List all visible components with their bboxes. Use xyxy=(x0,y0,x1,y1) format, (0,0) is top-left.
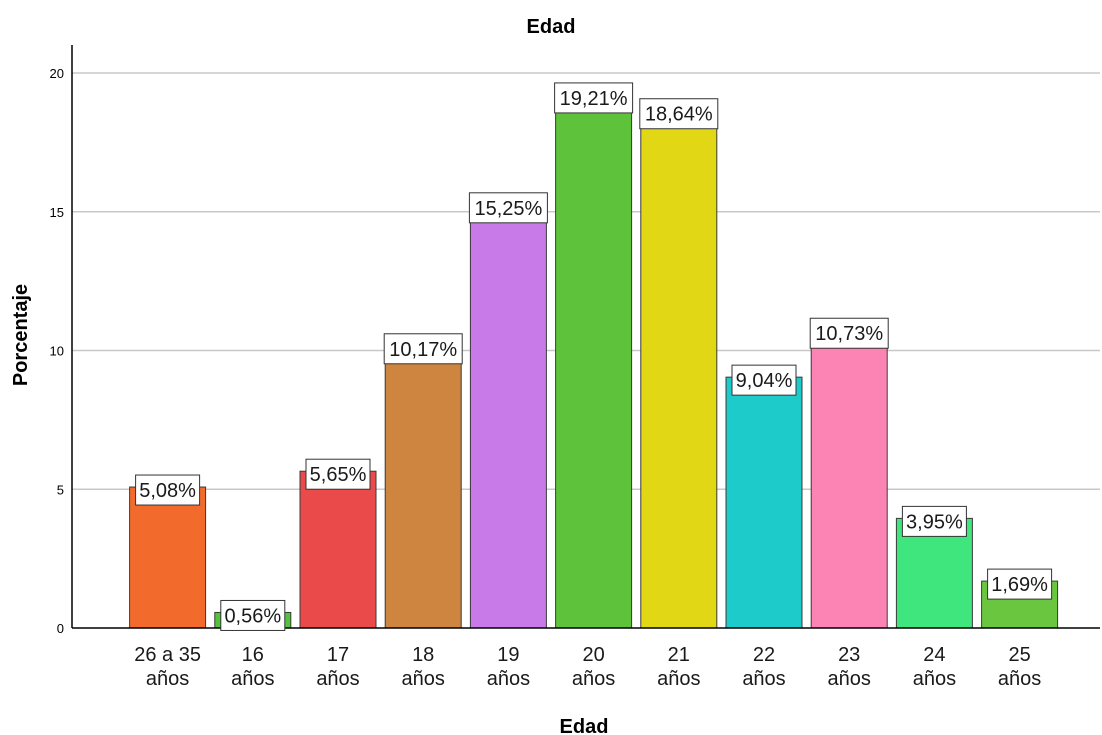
data-label: 19,21% xyxy=(554,82,634,114)
x-tick-label: 22 xyxy=(753,644,775,666)
x-tick-label: 24 xyxy=(923,644,945,666)
y-tick-label: 5 xyxy=(57,482,64,497)
data-label: 5,08% xyxy=(135,474,201,506)
y-tick-label: 15 xyxy=(50,205,64,220)
data-label-box xyxy=(383,333,463,365)
bar xyxy=(469,204,547,629)
x-tick-label: 20 xyxy=(582,644,604,666)
x-tick-label: 23 xyxy=(838,644,860,666)
data-label-text: 10,73% xyxy=(815,323,883,345)
data-label: 1,69% xyxy=(987,568,1053,600)
data-label-box xyxy=(554,82,634,114)
data-label-text: 3,95% xyxy=(906,511,963,533)
y-tick-label: 10 xyxy=(50,344,64,359)
bar xyxy=(384,345,462,629)
data-label: 5,65% xyxy=(305,458,371,490)
x-tick-label: años xyxy=(828,668,871,690)
bar xyxy=(810,329,888,629)
x-tick-label: 17 xyxy=(327,644,349,666)
x-tick-labels: 26 a 35años16años17años18años19años20año… xyxy=(134,644,1041,690)
data-label: 18,64% xyxy=(639,98,719,130)
x-tick-label: 21 xyxy=(668,644,690,666)
data-label-text: 19,21% xyxy=(560,88,628,110)
data-label: 15,25% xyxy=(468,192,548,224)
x-tick-label: 16 xyxy=(242,644,264,666)
x-tick-label: años xyxy=(316,668,359,690)
y-tick-label: 0 xyxy=(57,621,64,636)
x-tick-label: 19 xyxy=(497,644,519,666)
data-label-box xyxy=(220,599,286,631)
data-label-text: 0,56% xyxy=(224,605,281,627)
data-label-text: 18,64% xyxy=(645,104,713,126)
data-label: 0,56% xyxy=(220,599,286,631)
chart-title: Edad xyxy=(527,16,576,38)
data-label-box xyxy=(639,98,719,130)
x-tick-label: 26 a 35 xyxy=(134,644,201,666)
x-tick-label: 18 xyxy=(412,644,434,666)
x-tick-label: 25 xyxy=(1008,644,1030,666)
data-label-text: 10,17% xyxy=(389,339,457,361)
x-tick-label: años xyxy=(572,668,615,690)
bar xyxy=(725,376,803,629)
data-label-box xyxy=(987,568,1053,600)
y-axis-title: Porcentaje xyxy=(10,284,32,386)
x-tick-label: años xyxy=(231,668,274,690)
x-tick-label: años xyxy=(913,668,956,690)
x-tick-label: años xyxy=(487,668,530,690)
data-label: 3,95% xyxy=(901,505,967,537)
data-label-text: 5,08% xyxy=(139,480,196,502)
data-label-text: 9,04% xyxy=(736,370,793,392)
bar xyxy=(299,470,377,629)
x-tick-label: años xyxy=(742,668,785,690)
data-label-box xyxy=(731,364,797,396)
x-tick-label: años xyxy=(402,668,445,690)
x-tick-label: años xyxy=(657,668,700,690)
bars xyxy=(129,94,1059,629)
data-label-box xyxy=(809,317,889,349)
data-label-text: 1,69% xyxy=(991,574,1048,596)
data-label: 9,04% xyxy=(731,364,797,396)
data-label-box xyxy=(901,505,967,537)
x-tick-label: años xyxy=(146,668,189,690)
data-label: 10,17% xyxy=(383,333,463,365)
data-label-box xyxy=(468,192,548,224)
data-label-box xyxy=(305,458,371,490)
bar xyxy=(640,110,718,629)
x-tick-label: años xyxy=(998,668,1041,690)
data-label-box xyxy=(135,474,201,506)
bar xyxy=(555,94,633,629)
x-axis-title: Edad xyxy=(560,716,609,735)
y-tick-label: 20 xyxy=(50,66,64,81)
data-label-text: 5,65% xyxy=(310,464,367,486)
data-label: 10,73% xyxy=(809,317,889,349)
data-label-text: 15,25% xyxy=(474,198,542,220)
y-tick-labels: 0 5 10 15 20 xyxy=(50,66,64,636)
data-labels: 5,08% 0,56% 5,65% 10,17% 15,25% 19,21% 18,64% 9… xyxy=(135,82,1053,631)
bar xyxy=(129,486,207,629)
